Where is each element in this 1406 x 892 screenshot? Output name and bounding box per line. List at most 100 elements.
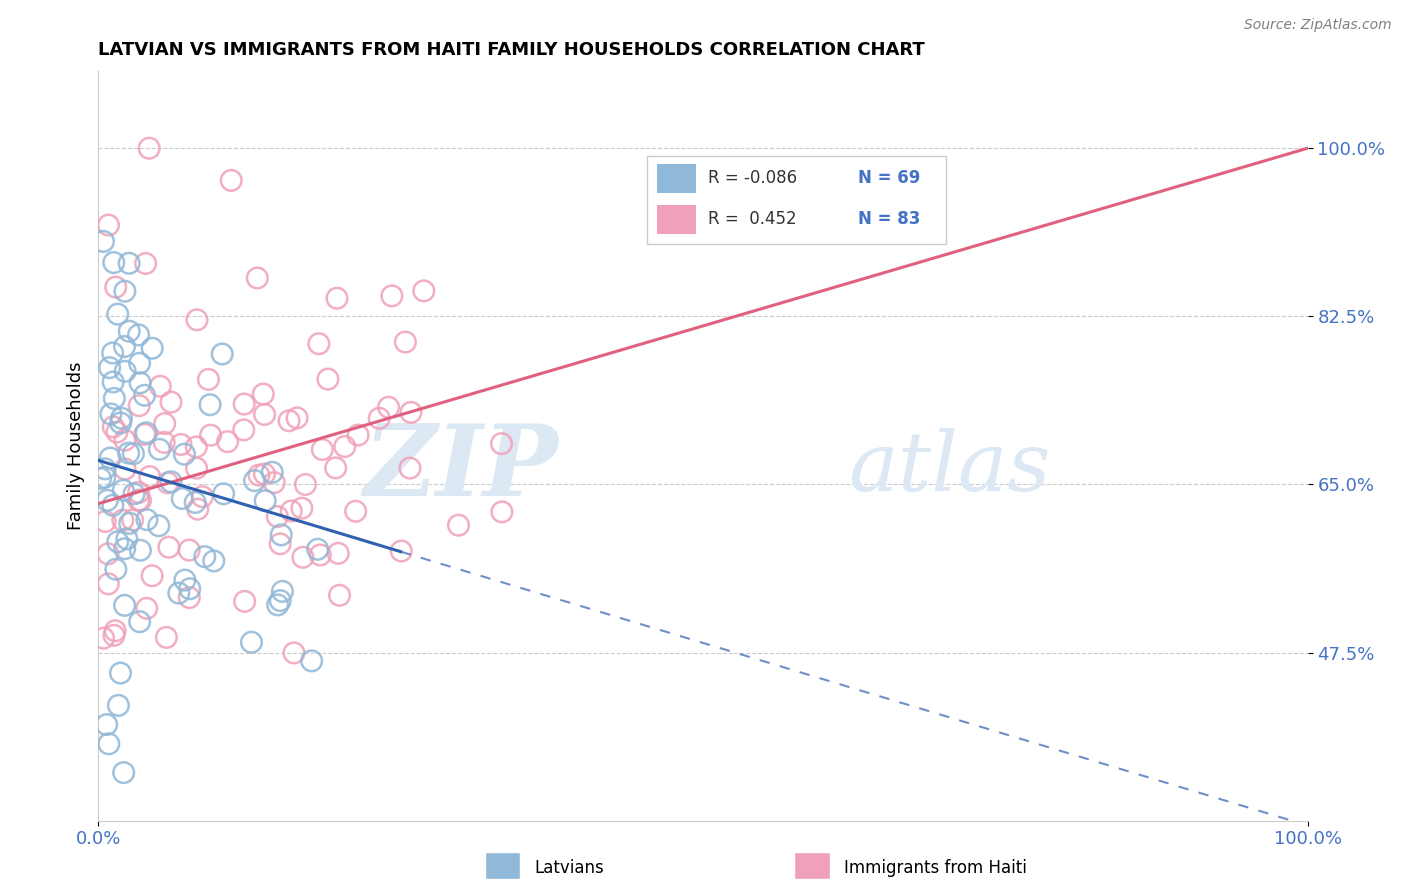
Point (107, 698, 129, 713)
Point (98, 360, 121, 375)
Point (149, 379, 172, 393)
Point (118, 516, 141, 531)
Point (128, 615, 150, 629)
Point (114, 599, 136, 613)
Point (138, 141, 160, 155)
Point (135, 256, 157, 270)
Point (104, 562, 127, 576)
Point (155, 631, 177, 645)
Point (153, 417, 176, 431)
Point (94, 462, 117, 476)
Point (112, 765, 135, 780)
Point (111, 513, 134, 527)
Point (114, 433, 136, 447)
Point (153, 435, 176, 450)
Text: R = -0.086: R = -0.086 (709, 169, 797, 187)
Point (217, 434, 239, 449)
Point (252, 387, 274, 401)
Point (197, 372, 219, 386)
Point (447, 518, 470, 533)
Point (103, 255, 125, 269)
Point (101, 375, 124, 389)
Point (309, 548, 332, 562)
Point (283, 646, 305, 660)
Point (280, 504, 302, 518)
Point (172, 491, 194, 506)
Point (118, 324, 141, 338)
Point (134, 388, 156, 402)
Point (141, 568, 163, 582)
Point (278, 414, 301, 428)
Point (270, 528, 292, 542)
Point (269, 537, 291, 551)
Point (491, 436, 513, 450)
Point (115, 532, 138, 546)
Point (187, 502, 209, 516)
Point (368, 411, 391, 425)
Point (198, 398, 221, 412)
Point (316, 372, 339, 386)
Point (285, 411, 308, 425)
Text: Source: ZipAtlas.com: Source: ZipAtlas.com (1244, 18, 1392, 32)
Point (173, 573, 195, 587)
Point (134, 427, 156, 442)
Point (101, 499, 124, 513)
Point (200, 428, 222, 442)
Point (112, 483, 135, 498)
Point (105, 425, 128, 439)
Point (344, 504, 367, 518)
Point (170, 437, 193, 451)
Point (233, 594, 256, 608)
Point (110, 416, 132, 430)
Point (128, 356, 150, 370)
Point (94, 515, 117, 529)
Point (97, 218, 120, 232)
Point (157, 540, 180, 554)
Point (377, 401, 399, 415)
Point (247, 468, 270, 483)
Point (179, 582, 201, 596)
Point (114, 541, 136, 556)
Point (114, 364, 136, 378)
Point (328, 588, 350, 602)
Point (179, 543, 201, 558)
Point (311, 442, 333, 457)
Point (167, 586, 190, 600)
Point (291, 550, 314, 565)
Text: Latvians: Latvians (534, 859, 605, 877)
Point (412, 284, 434, 298)
Point (114, 339, 136, 353)
Point (135, 601, 157, 615)
Point (267, 598, 290, 612)
Point (389, 544, 412, 558)
Point (399, 405, 422, 419)
Point (399, 461, 422, 475)
Point (128, 485, 150, 500)
Point (128, 327, 150, 342)
Point (103, 392, 125, 406)
Point (104, 624, 127, 638)
Point (129, 376, 152, 390)
Point (110, 666, 132, 681)
Point (118, 256, 141, 270)
Point (97, 577, 120, 591)
Point (186, 313, 208, 327)
Point (101, 346, 124, 360)
Point (128, 399, 150, 413)
Point (246, 271, 269, 285)
Point (114, 462, 136, 476)
Point (160, 395, 183, 409)
Point (253, 467, 276, 481)
Point (93, 631, 115, 645)
Point (333, 440, 356, 454)
Point (184, 495, 207, 509)
Point (191, 490, 214, 504)
FancyBboxPatch shape (657, 164, 696, 193)
Point (308, 336, 330, 351)
Point (96, 493, 118, 508)
Point (394, 334, 416, 349)
Point (122, 487, 145, 501)
Point (179, 591, 201, 605)
FancyBboxPatch shape (485, 852, 520, 879)
Point (128, 493, 150, 508)
